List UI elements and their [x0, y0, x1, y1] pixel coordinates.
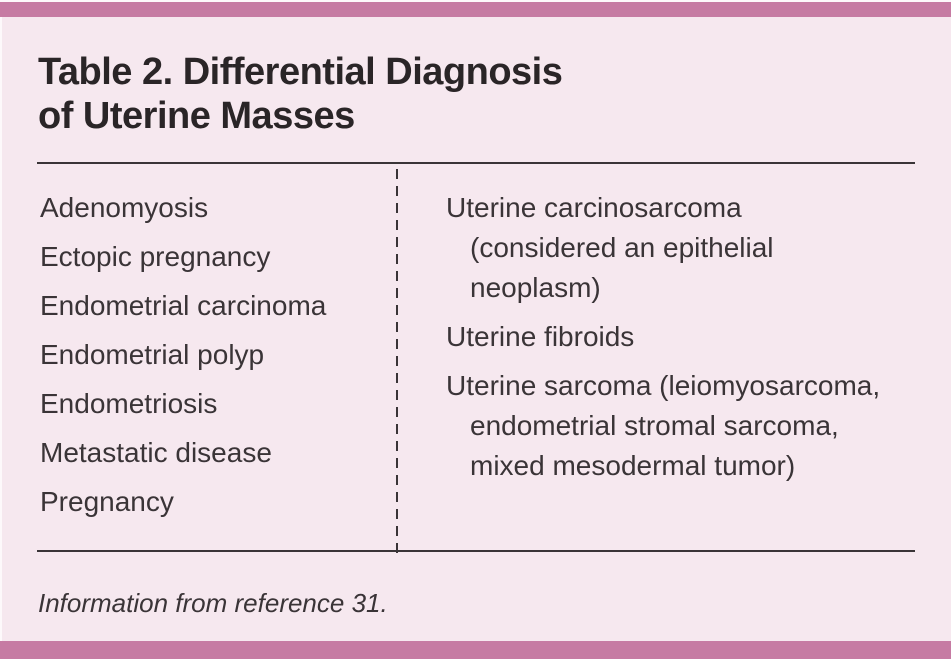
diagnosis-item: Uterine fibroids	[446, 317, 916, 357]
diagnosis-item-line: Uterine fibroids	[446, 321, 635, 352]
diagnosis-item: Uterine carcinosarcoma (considered an epi…	[446, 188, 916, 308]
differential-diagnosis-right-column: Uterine carcinosarcoma (considered an epi…	[446, 188, 916, 495]
diagnosis-item-line: endometrial stromal sarcoma,	[470, 410, 839, 441]
diagnosis-item: Adenomyosis	[40, 188, 380, 228]
differential-diagnosis-left-column: Adenomyosis Ectopic pregnancy Endometrial …	[40, 188, 380, 531]
diagnosis-item-line: Uterine carcinosarcoma	[446, 192, 742, 223]
diagnosis-item: Pregnancy	[40, 482, 380, 522]
page-top-edge	[0, 0, 951, 2]
diagnosis-item-line: neoplasm)	[470, 272, 601, 303]
column-dashed-divider	[396, 169, 398, 555]
table-title-line1: Table 2. Differential Diagnosis	[38, 51, 563, 93]
diagnosis-item: Endometrial polyp	[40, 335, 380, 375]
diagnosis-item: Ectopic pregnancy	[40, 237, 380, 277]
diagnosis-item-line: Metastatic disease	[40, 437, 272, 468]
diagnosis-item-line: mixed mesodermal tumor)	[470, 450, 796, 481]
diagnosis-item-line: Uterine sarcoma (leiomyosarcoma,	[446, 370, 881, 401]
diagnosis-item: Endometrial carcinoma	[40, 286, 380, 326]
accent-bar-top	[0, 2, 951, 17]
diagnosis-item-line: Endometrial carcinoma	[40, 290, 327, 321]
table-bottom-rule	[37, 550, 915, 552]
diagnosis-item-line: Ectopic pregnancy	[40, 241, 271, 272]
accent-bar-bottom	[0, 641, 951, 659]
table-footnote: Information from reference 31.	[38, 588, 388, 618]
table-title-line2: of Uterine Masses	[38, 95, 355, 137]
diagnosis-item: Metastatic disease	[40, 433, 380, 473]
diagnosis-item-line: Endometriosis	[40, 388, 218, 419]
table-top-rule	[37, 162, 915, 164]
diagnosis-item: Uterine sarcoma (leiomyosarcoma, endometr…	[446, 366, 916, 486]
diagnosis-item-line: Pregnancy	[40, 486, 174, 517]
diagnosis-item-line: Adenomyosis	[40, 192, 209, 223]
diagnosis-item-line: (considered an epithelial	[470, 232, 774, 263]
diagnosis-item: Endometriosis	[40, 384, 380, 424]
diagnosis-item-line: Endometrial polyp	[40, 339, 265, 370]
table-title: Table 2. Differential Diagnosis of Uteri…	[38, 50, 563, 138]
page-left-edge	[0, 0, 2, 659]
